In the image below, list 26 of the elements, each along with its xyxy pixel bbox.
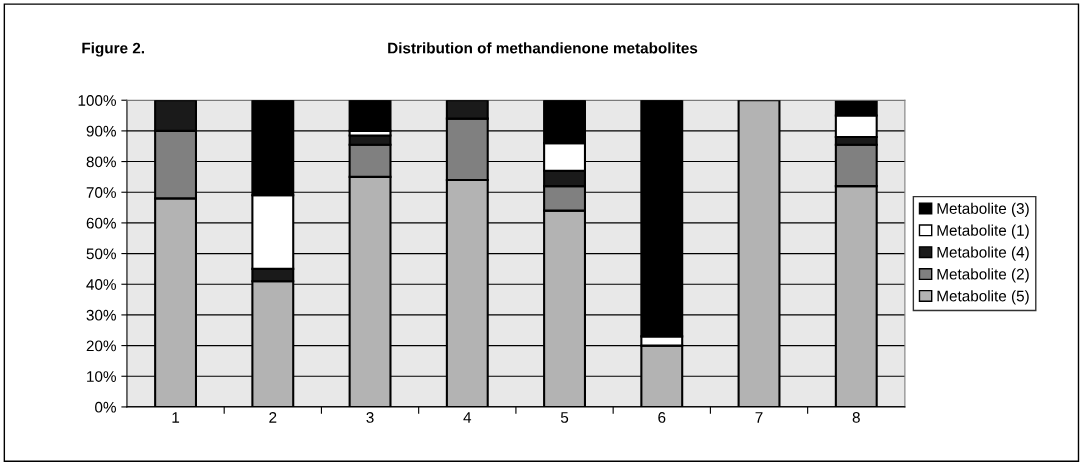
y-tick-label: 10% [87,371,116,382]
legend-label: Metabolite (5) [937,290,1029,305]
x-tick-label: 5 [560,412,569,423]
y-tick-label: 60% [86,217,116,229]
x-tick-label: 7 [755,412,763,423]
y-tick-label: 100% [78,95,116,106]
chart-title: Distribution of methandienone metabolites [388,42,698,54]
y-tick-label: 0% [95,401,116,413]
y-tick-label: 20% [86,340,116,352]
x-tick-label: 6 [658,412,666,423]
y-tick-label: 30% [86,309,116,321]
x-tick-label: 8 [852,412,860,423]
legend-label: Metabolite (1) [937,224,1029,239]
y-tick-label: 40% [86,279,116,290]
legend-label: Metabolite (2) [937,268,1029,283]
y-tick-label: 90% [86,125,116,137]
y-tick-label: 50% [86,248,116,260]
x-tick-label: 4 [463,412,472,423]
legend-label: Metabolite (3) [937,202,1029,217]
legend-label: Metabolite (4) [937,246,1029,261]
caption: Figure 2. [82,42,144,57]
x-tick-label: 2 [269,412,277,423]
x-tick-label: 3 [366,412,374,423]
y-tick-label: 80% [86,156,116,168]
y-tick-label: 70% [86,187,116,198]
x-tick-label: 1 [172,412,180,423]
